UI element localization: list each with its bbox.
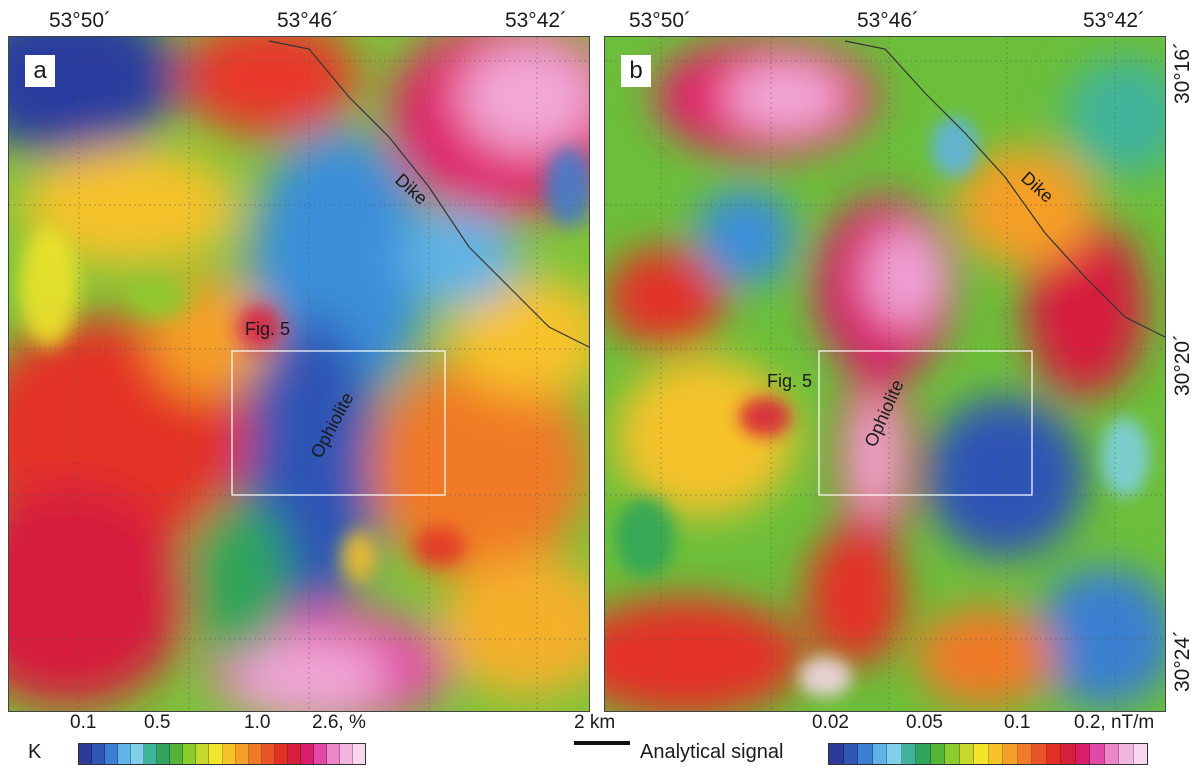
- panel-b-letter: b: [621, 55, 651, 87]
- legend-as-swatch: [1075, 744, 1090, 764]
- legend-as-swatch: [858, 744, 873, 764]
- legend-k-swatch: [287, 744, 301, 764]
- legend-k-swatch: [339, 744, 353, 764]
- legend-k-color-ramp: [78, 743, 366, 765]
- legend-k-swatch: [313, 744, 327, 764]
- fig5-outline-box: [231, 350, 446, 496]
- legend-k-swatch: [105, 744, 119, 764]
- legend-as-swatch: [901, 744, 916, 764]
- legend-as-swatch: [988, 744, 1003, 764]
- legend-as-swatch: [1032, 744, 1047, 764]
- longitude-label-b-west: 53°50´: [628, 9, 692, 32]
- legend-as-swatch: [843, 744, 858, 764]
- legend-as-swatch: [930, 744, 945, 764]
- dike-trace-line: [844, 40, 1165, 338]
- longitude-label-a-east: 53°42´: [504, 9, 568, 32]
- legend-k-swatch: [92, 744, 106, 764]
- legend-as-swatch: [959, 744, 974, 764]
- latitude-label-south: 30°24´: [1171, 629, 1194, 692]
- legend-as-title: Analytical signal: [640, 741, 784, 763]
- legend-k-swatch: [222, 744, 236, 764]
- legend-as-swatch: [1119, 744, 1134, 764]
- legend-k-swatch: [261, 744, 275, 764]
- legend-as-swatch: [1017, 744, 1032, 764]
- scale-bar-label: 2 km: [574, 712, 616, 733]
- legend-k-tick-1: 0.1: [70, 712, 97, 733]
- panel-a-letter: a: [25, 55, 55, 87]
- legend-as-swatch: [872, 744, 887, 764]
- longitude-label-a-center: 53°46´: [276, 9, 340, 32]
- potassium-map-raster: [9, 37, 589, 711]
- legend-k-swatch: [352, 744, 366, 764]
- legend-as-tick-2: 0.05: [906, 712, 943, 733]
- longitude-label-b-east: 53°42´: [1082, 9, 1146, 32]
- legend-as-swatch: [1104, 744, 1119, 764]
- legend-as-tick-4: 0.2, nT/m: [1074, 712, 1155, 733]
- legend-k-swatch: [170, 744, 184, 764]
- legend-k-swatch: [274, 744, 288, 764]
- longitude-label-b-center: 53°46´: [856, 9, 920, 32]
- legend-k-swatch: [118, 744, 132, 764]
- legend-k-swatch: [79, 744, 93, 764]
- legend-k-swatch: [248, 744, 262, 764]
- legend-as-swatch: [916, 744, 931, 764]
- legend-k-swatch: [196, 744, 210, 764]
- legend-k-swatch: [235, 744, 249, 764]
- legend-as-color-ramp: [828, 743, 1148, 765]
- legend-as-swatch: [887, 744, 902, 764]
- legend-k-swatch: [144, 744, 158, 764]
- dike-trace-line: [268, 40, 589, 348]
- legend-k-swatch: [131, 744, 145, 764]
- legend-k-swatch: [157, 744, 171, 764]
- legend-as-swatch: [1003, 744, 1018, 764]
- legend-k-tick-2: 0.5: [144, 712, 171, 733]
- legend-k-title: K: [28, 741, 42, 763]
- legend-as-tick-3: 0.1: [1004, 712, 1031, 733]
- potassium-map-panel[interactable]: a Dike Fig. 5 Ophiolite: [8, 36, 590, 712]
- legend-k-swatch: [183, 744, 197, 764]
- analytical-signal-map-raster: [605, 37, 1165, 711]
- fig5-outline-box: [818, 350, 1033, 496]
- scale-bar: [574, 741, 630, 745]
- latitude-label-north: 30°16´: [1171, 41, 1194, 104]
- legend-as-tick-1: 0.02: [812, 712, 849, 733]
- legend-k-swatch: [300, 744, 314, 764]
- legend-k-tick-4: 2.6, %: [312, 712, 366, 733]
- analytical-signal-map-panel[interactable]: b Dike Fig. 5 Ophiolite: [604, 36, 1166, 712]
- legend-as-swatch: [829, 744, 844, 764]
- latitude-label-middle: 30°20´: [1171, 333, 1194, 396]
- legend-k-swatch: [209, 744, 223, 764]
- legend-as-swatch: [1046, 744, 1061, 764]
- legend-k-tick-3: 1.0: [244, 712, 271, 733]
- legend-k-swatch: [326, 744, 340, 764]
- legend-as-swatch: [1133, 744, 1147, 764]
- legend-as-swatch: [1090, 744, 1105, 764]
- legend-as-swatch: [974, 744, 989, 764]
- fig5-label-a: Fig. 5: [245, 319, 291, 339]
- legend-as-swatch: [1061, 744, 1076, 764]
- longitude-label-a-west: 53°50´: [48, 9, 112, 32]
- legend-as-swatch: [945, 744, 960, 764]
- fig5-label-b: Fig. 5: [767, 371, 813, 391]
